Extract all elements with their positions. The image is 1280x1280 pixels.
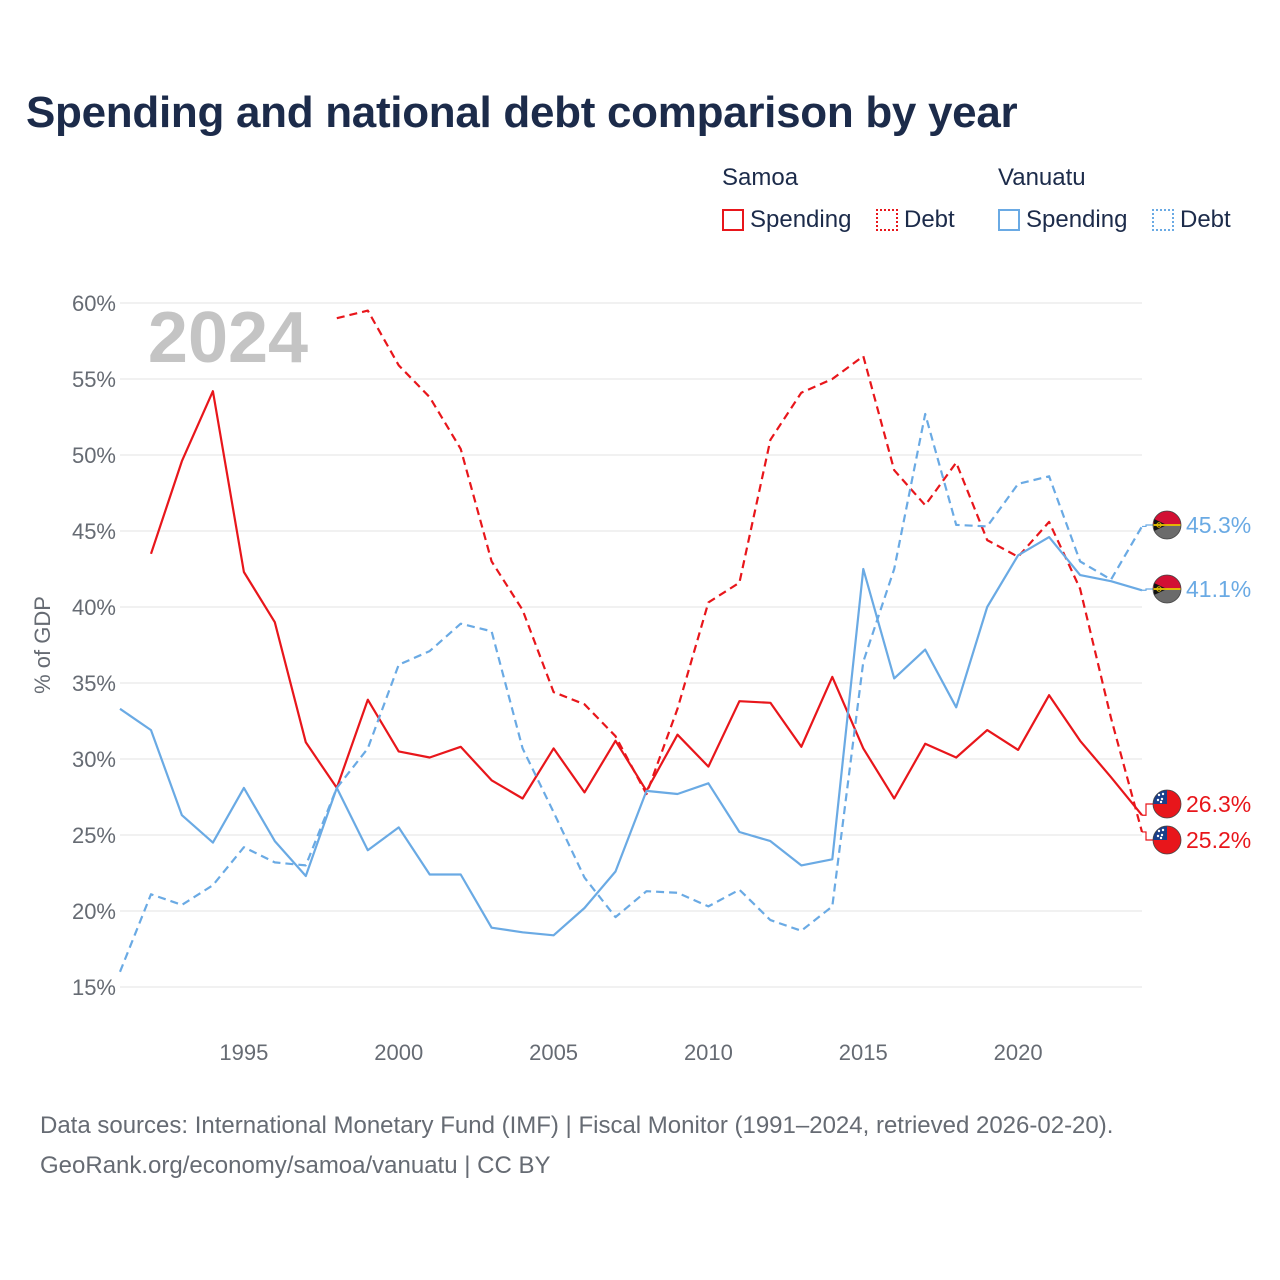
- series-line-vanuatu-spending[interactable]: [119, 536, 1143, 937]
- x-tick-label: 2005: [529, 1040, 578, 1065]
- y-tick-label: 20%: [72, 899, 116, 924]
- legend-item-label: Spending: [1026, 206, 1128, 233]
- y-tick-label: 30%: [72, 747, 116, 772]
- end-value-label: 25.2%: [1186, 827, 1251, 853]
- vanuatu-flag-icon: [1152, 574, 1182, 604]
- y-tick-label: 60%: [72, 291, 116, 316]
- end-connector: [1142, 831, 1153, 841]
- legend-item-label: Debt: [1180, 206, 1231, 233]
- y-tick-label: 25%: [72, 823, 116, 848]
- end-value-label: 41.1%: [1186, 576, 1251, 602]
- year-watermark: 2024: [148, 298, 308, 378]
- x-tick-label: 1995: [219, 1040, 268, 1065]
- legend-item-label: Debt: [904, 206, 955, 233]
- x-tick-label: 2000: [374, 1040, 423, 1065]
- legend-group-label: Vanuatu: [998, 164, 1086, 191]
- legend-item-vanuatu-debt[interactable]: Debt: [1152, 206, 1231, 234]
- y-tick-label: 55%: [72, 367, 116, 392]
- x-tick-label: 2015: [839, 1040, 888, 1065]
- series-line-vanuatu-debt[interactable]: [118, 412, 1143, 973]
- legend-item-label: Spending: [750, 206, 852, 233]
- solid-line-swatch-icon: [998, 209, 1020, 231]
- data-source-note: Data sources: International Monetary Fun…: [40, 1106, 1113, 1186]
- vanuatu-flag-icon: [1152, 510, 1182, 540]
- end-connector: [1142, 524, 1153, 528]
- legend-item-vanuatu-spending[interactable]: Spending: [998, 206, 1127, 234]
- y-tick-label: 15%: [72, 975, 116, 1000]
- y-tick-label: 35%: [72, 671, 116, 696]
- y-tick-label: 40%: [72, 595, 116, 620]
- end-value-label: 45.3%: [1186, 512, 1251, 538]
- legend-vanuatu: Vanuatu Spending Debt: [998, 164, 1258, 244]
- end-value-label: 26.3%: [1186, 791, 1251, 817]
- dotted-line-swatch-icon: [1152, 209, 1174, 231]
- legend-samoa: Samoa Spending Debt: [722, 164, 972, 244]
- source-line: Data sources: International Monetary Fun…: [40, 1112, 1114, 1139]
- y-tick-label: 50%: [72, 443, 116, 468]
- source-link[interactable]: GeoRank.org/economy/samoa/vanuatu | CC B…: [40, 1152, 551, 1179]
- dotted-line-swatch-icon: [876, 209, 898, 231]
- end-connector: [1142, 803, 1153, 816]
- samoa-flag-icon: [1152, 789, 1182, 819]
- legend-item-samoa-spending[interactable]: Spending: [722, 206, 851, 234]
- samoa-flag-icon: [1152, 825, 1182, 855]
- series-line-samoa-debt[interactable]: [336, 309, 1144, 833]
- solid-line-swatch-icon: [722, 209, 744, 231]
- y-axis-label: % of GDP: [30, 596, 55, 694]
- x-tick-label: 2010: [684, 1040, 733, 1065]
- legend-item-samoa-debt[interactable]: Debt: [876, 206, 955, 234]
- y-tick-label: 45%: [72, 519, 116, 544]
- end-connector: [1142, 588, 1153, 591]
- chart-title: Spending and national debt comparison by…: [26, 88, 1018, 137]
- x-tick-label: 2020: [994, 1040, 1043, 1065]
- legend-group-label: Samoa: [722, 164, 799, 191]
